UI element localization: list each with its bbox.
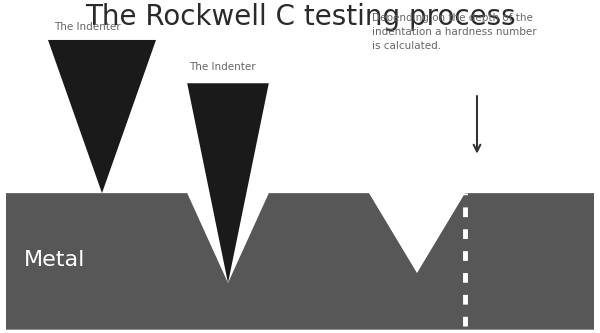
Text: Metal: Metal [24,250,85,270]
Text: The Indenter: The Indenter [189,62,256,72]
Text: The Rockwell C testing process: The Rockwell C testing process [85,3,515,31]
Text: The Indenter: The Indenter [54,22,121,32]
Polygon shape [187,83,269,283]
Polygon shape [48,40,156,193]
Text: Depending on the depth of the
indentation a hardness number
is calculated.: Depending on the depth of the indentatio… [372,13,536,51]
Polygon shape [6,193,594,330]
